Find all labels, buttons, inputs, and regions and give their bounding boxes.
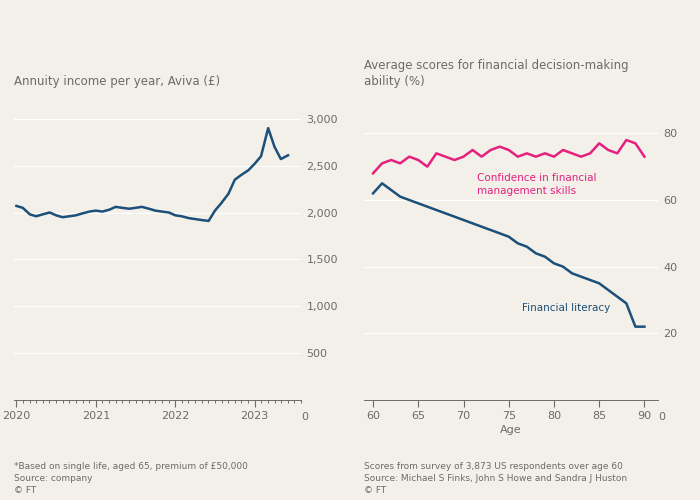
Text: Confidence in financial
management skills: Confidence in financial management skill… (477, 174, 596, 196)
Text: *Based on single life, aged 65, premium of £50,000
Source: company
© FT: *Based on single life, aged 65, premium … (14, 462, 248, 495)
Text: Annuity income per year, Aviva (£): Annuity income per year, Aviva (£) (14, 74, 220, 88)
Text: Scores from survey of 3,873 US respondents over age 60
Source: Michael S Finks, : Scores from survey of 3,873 US responden… (364, 462, 627, 495)
Text: Financial literacy: Financial literacy (522, 304, 610, 314)
Text: 0: 0 (658, 412, 665, 422)
X-axis label: Age: Age (500, 426, 522, 436)
Text: Average scores for financial decision-making
ability (%): Average scores for financial decision-ma… (364, 60, 629, 88)
Text: 0: 0 (301, 412, 308, 422)
